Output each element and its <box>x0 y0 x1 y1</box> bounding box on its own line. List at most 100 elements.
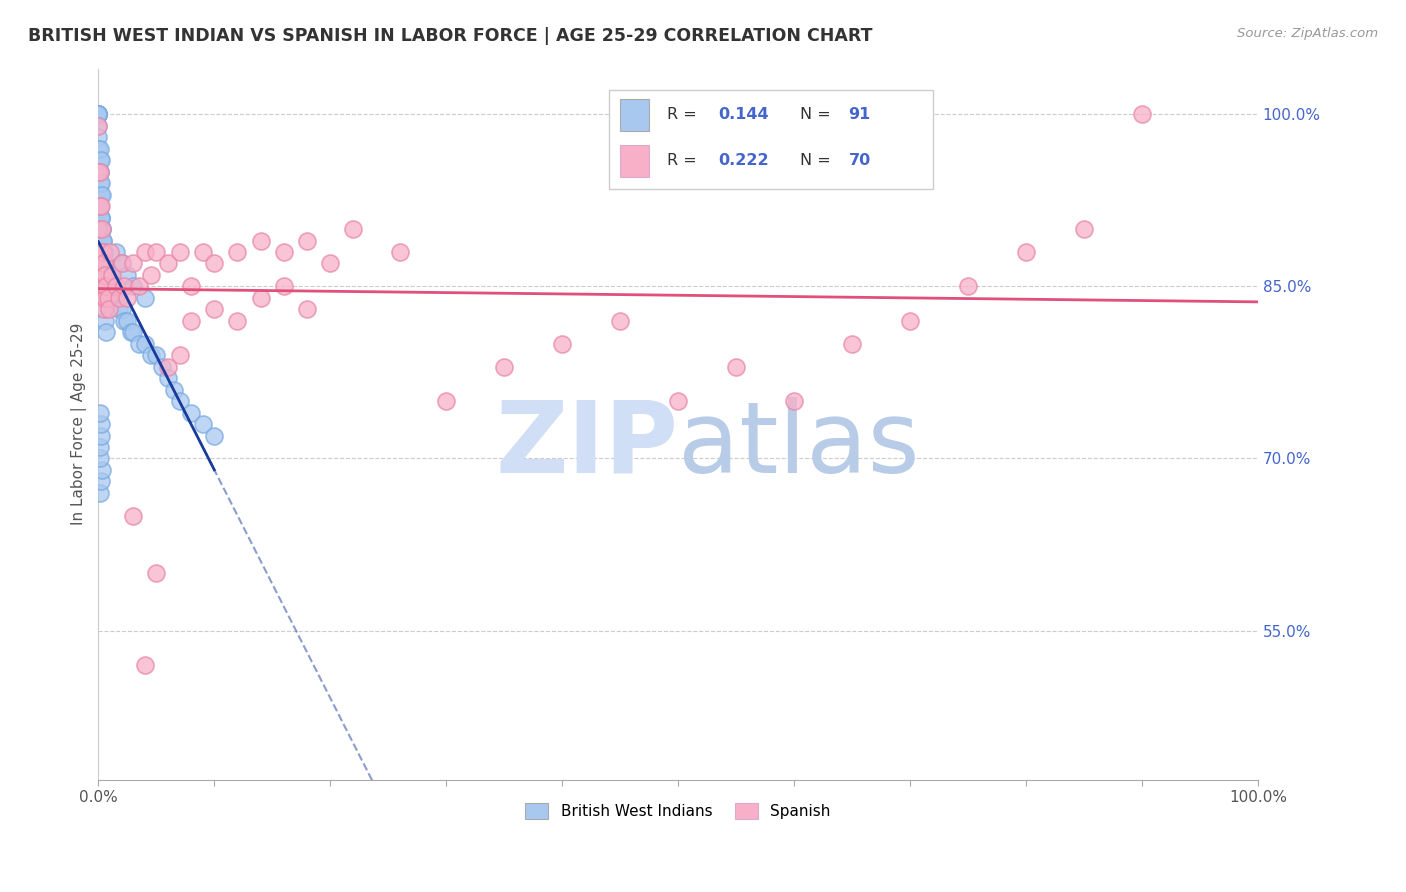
Point <box>117 314 139 328</box>
Text: R =: R = <box>666 107 702 122</box>
Point <box>87 107 110 121</box>
Point <box>89 165 111 179</box>
Point <box>89 406 111 420</box>
Point <box>89 176 111 190</box>
Point <box>93 256 115 270</box>
Point <box>108 291 131 305</box>
Point <box>180 314 202 328</box>
Point <box>90 268 112 282</box>
Point <box>117 291 139 305</box>
Point <box>89 222 111 236</box>
Point <box>91 234 114 248</box>
Point <box>89 153 111 168</box>
Point <box>841 336 863 351</box>
Point <box>139 268 162 282</box>
Point <box>110 256 132 270</box>
Point <box>91 256 114 270</box>
Text: N =: N = <box>800 107 835 122</box>
Point <box>87 142 110 156</box>
Point <box>134 291 156 305</box>
Point <box>104 291 127 305</box>
Point <box>110 302 132 317</box>
Point <box>87 165 110 179</box>
Point <box>163 383 186 397</box>
Point <box>98 245 121 260</box>
Point <box>89 451 111 466</box>
Point <box>90 234 112 248</box>
Point <box>494 359 516 374</box>
Point <box>91 245 114 260</box>
Point <box>89 142 111 156</box>
Point <box>1073 222 1095 236</box>
Point <box>87 222 110 236</box>
Point <box>169 394 191 409</box>
Point <box>96 326 118 340</box>
Point <box>112 279 135 293</box>
Point <box>87 107 110 121</box>
Point <box>89 165 111 179</box>
Point <box>295 234 318 248</box>
Point <box>956 279 979 293</box>
Point <box>90 211 112 225</box>
Point <box>110 256 132 270</box>
Point <box>134 336 156 351</box>
Point <box>434 394 457 409</box>
Point <box>89 187 111 202</box>
Point <box>98 279 121 293</box>
Point <box>90 211 112 225</box>
Text: R =: R = <box>666 153 702 169</box>
Point <box>90 291 112 305</box>
Text: 0.144: 0.144 <box>718 107 769 122</box>
Point <box>725 359 748 374</box>
Point <box>388 245 411 260</box>
Point <box>156 359 179 374</box>
Point <box>90 199 112 213</box>
Point <box>94 256 117 270</box>
Point <box>87 119 110 133</box>
Point <box>93 245 115 260</box>
Point <box>87 107 110 121</box>
Point <box>90 256 112 270</box>
Point <box>91 234 114 248</box>
Point <box>120 326 142 340</box>
Point <box>90 428 112 442</box>
Point <box>87 107 110 121</box>
Text: atlas: atlas <box>678 397 920 494</box>
Point <box>169 348 191 362</box>
Point <box>89 440 111 454</box>
Point <box>98 268 121 282</box>
Point <box>90 153 112 168</box>
Point <box>108 302 131 317</box>
Point <box>90 279 112 293</box>
Point <box>97 268 120 282</box>
Point <box>128 336 150 351</box>
Point <box>191 245 214 260</box>
Point <box>87 107 110 121</box>
Point <box>202 256 225 270</box>
Point <box>226 314 249 328</box>
Point <box>87 107 110 121</box>
Point <box>104 245 127 260</box>
Point <box>90 279 112 293</box>
Point <box>90 475 112 489</box>
Point <box>273 245 295 260</box>
Point <box>87 119 110 133</box>
Point <box>93 268 115 282</box>
Point <box>97 302 120 317</box>
Point <box>90 245 112 260</box>
Point <box>202 302 225 317</box>
Point <box>150 359 173 374</box>
Point <box>551 336 574 351</box>
Point <box>96 279 118 293</box>
Point <box>93 279 115 293</box>
Point <box>93 302 115 317</box>
Point <box>89 211 111 225</box>
Point <box>90 245 112 260</box>
Point <box>90 222 112 236</box>
Point <box>89 486 111 500</box>
Point <box>101 268 124 282</box>
Point <box>90 222 112 236</box>
FancyBboxPatch shape <box>620 99 650 131</box>
FancyBboxPatch shape <box>620 145 650 177</box>
Point <box>96 256 118 270</box>
